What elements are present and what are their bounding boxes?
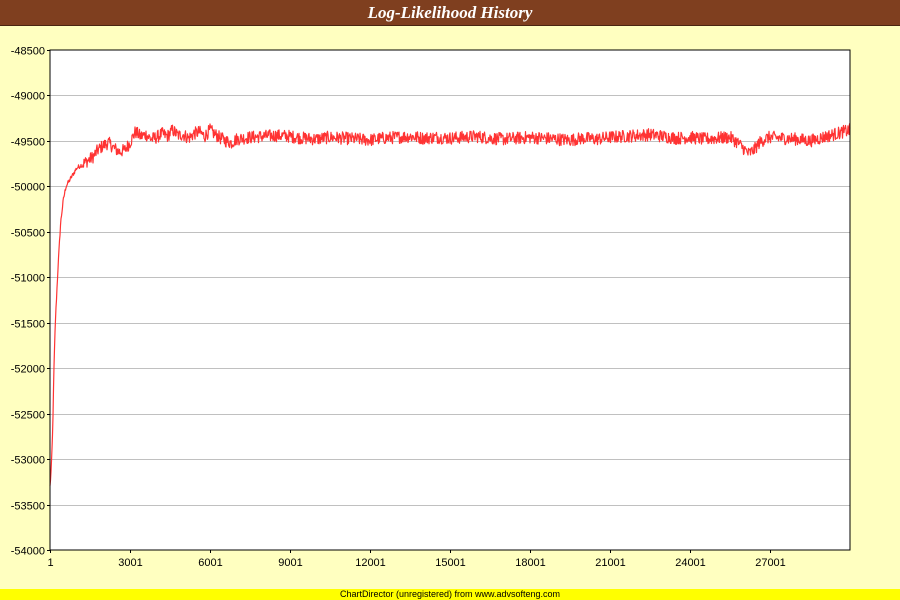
y-tick-label: -54000 [11,546,45,558]
x-tick-label: 6001 [198,557,222,569]
series-line [49,123,851,486]
x-tick-label: 27001 [755,557,786,569]
y-tick-label: -50000 [11,182,45,194]
x-tick-label: 24001 [675,557,706,569]
x-tick-label: 12001 [355,557,386,569]
footer-credit: ChartDirector (unregistered) from www.ad… [339,589,561,599]
footer-bar: ChartDirector (unregistered) from www.ad… [0,589,900,600]
x-tick-label: 1 [47,557,53,569]
y-tick-label: -49000 [11,91,45,103]
x-tick-label: 3001 [118,557,142,569]
plot-area [50,50,850,550]
x-tick-label: 15001 [435,557,466,569]
y-tick-label: -51000 [11,273,45,285]
grid-lines [50,95,850,506]
y-tick-label: -52000 [11,364,45,376]
x-axis: 1 3001 6001 9001 12001 15001 18001 21001 24001 27… [47,550,786,569]
y-tick-label: -53000 [11,455,45,467]
y-tick-label: -52500 [11,410,45,422]
title-bar: Log-Likelihood History [0,0,900,26]
x-tick-label: 9001 [278,557,302,569]
x-tick-label: 21001 [595,557,626,569]
y-tick-label: -48500 [11,46,45,58]
y-tick-label: -49500 [11,137,45,149]
y-tick-label: -51500 [11,319,45,331]
series-layer [49,123,851,486]
x-tick-label: 18001 [515,557,546,569]
y-tick-label: -53500 [11,501,45,513]
chart-title: Log-Likelihood History [367,2,533,22]
y-axis: -48500 -49000 -49500 -50000 -50500 -51000 -515… [11,46,50,558]
y-tick-label: -50500 [11,228,45,240]
